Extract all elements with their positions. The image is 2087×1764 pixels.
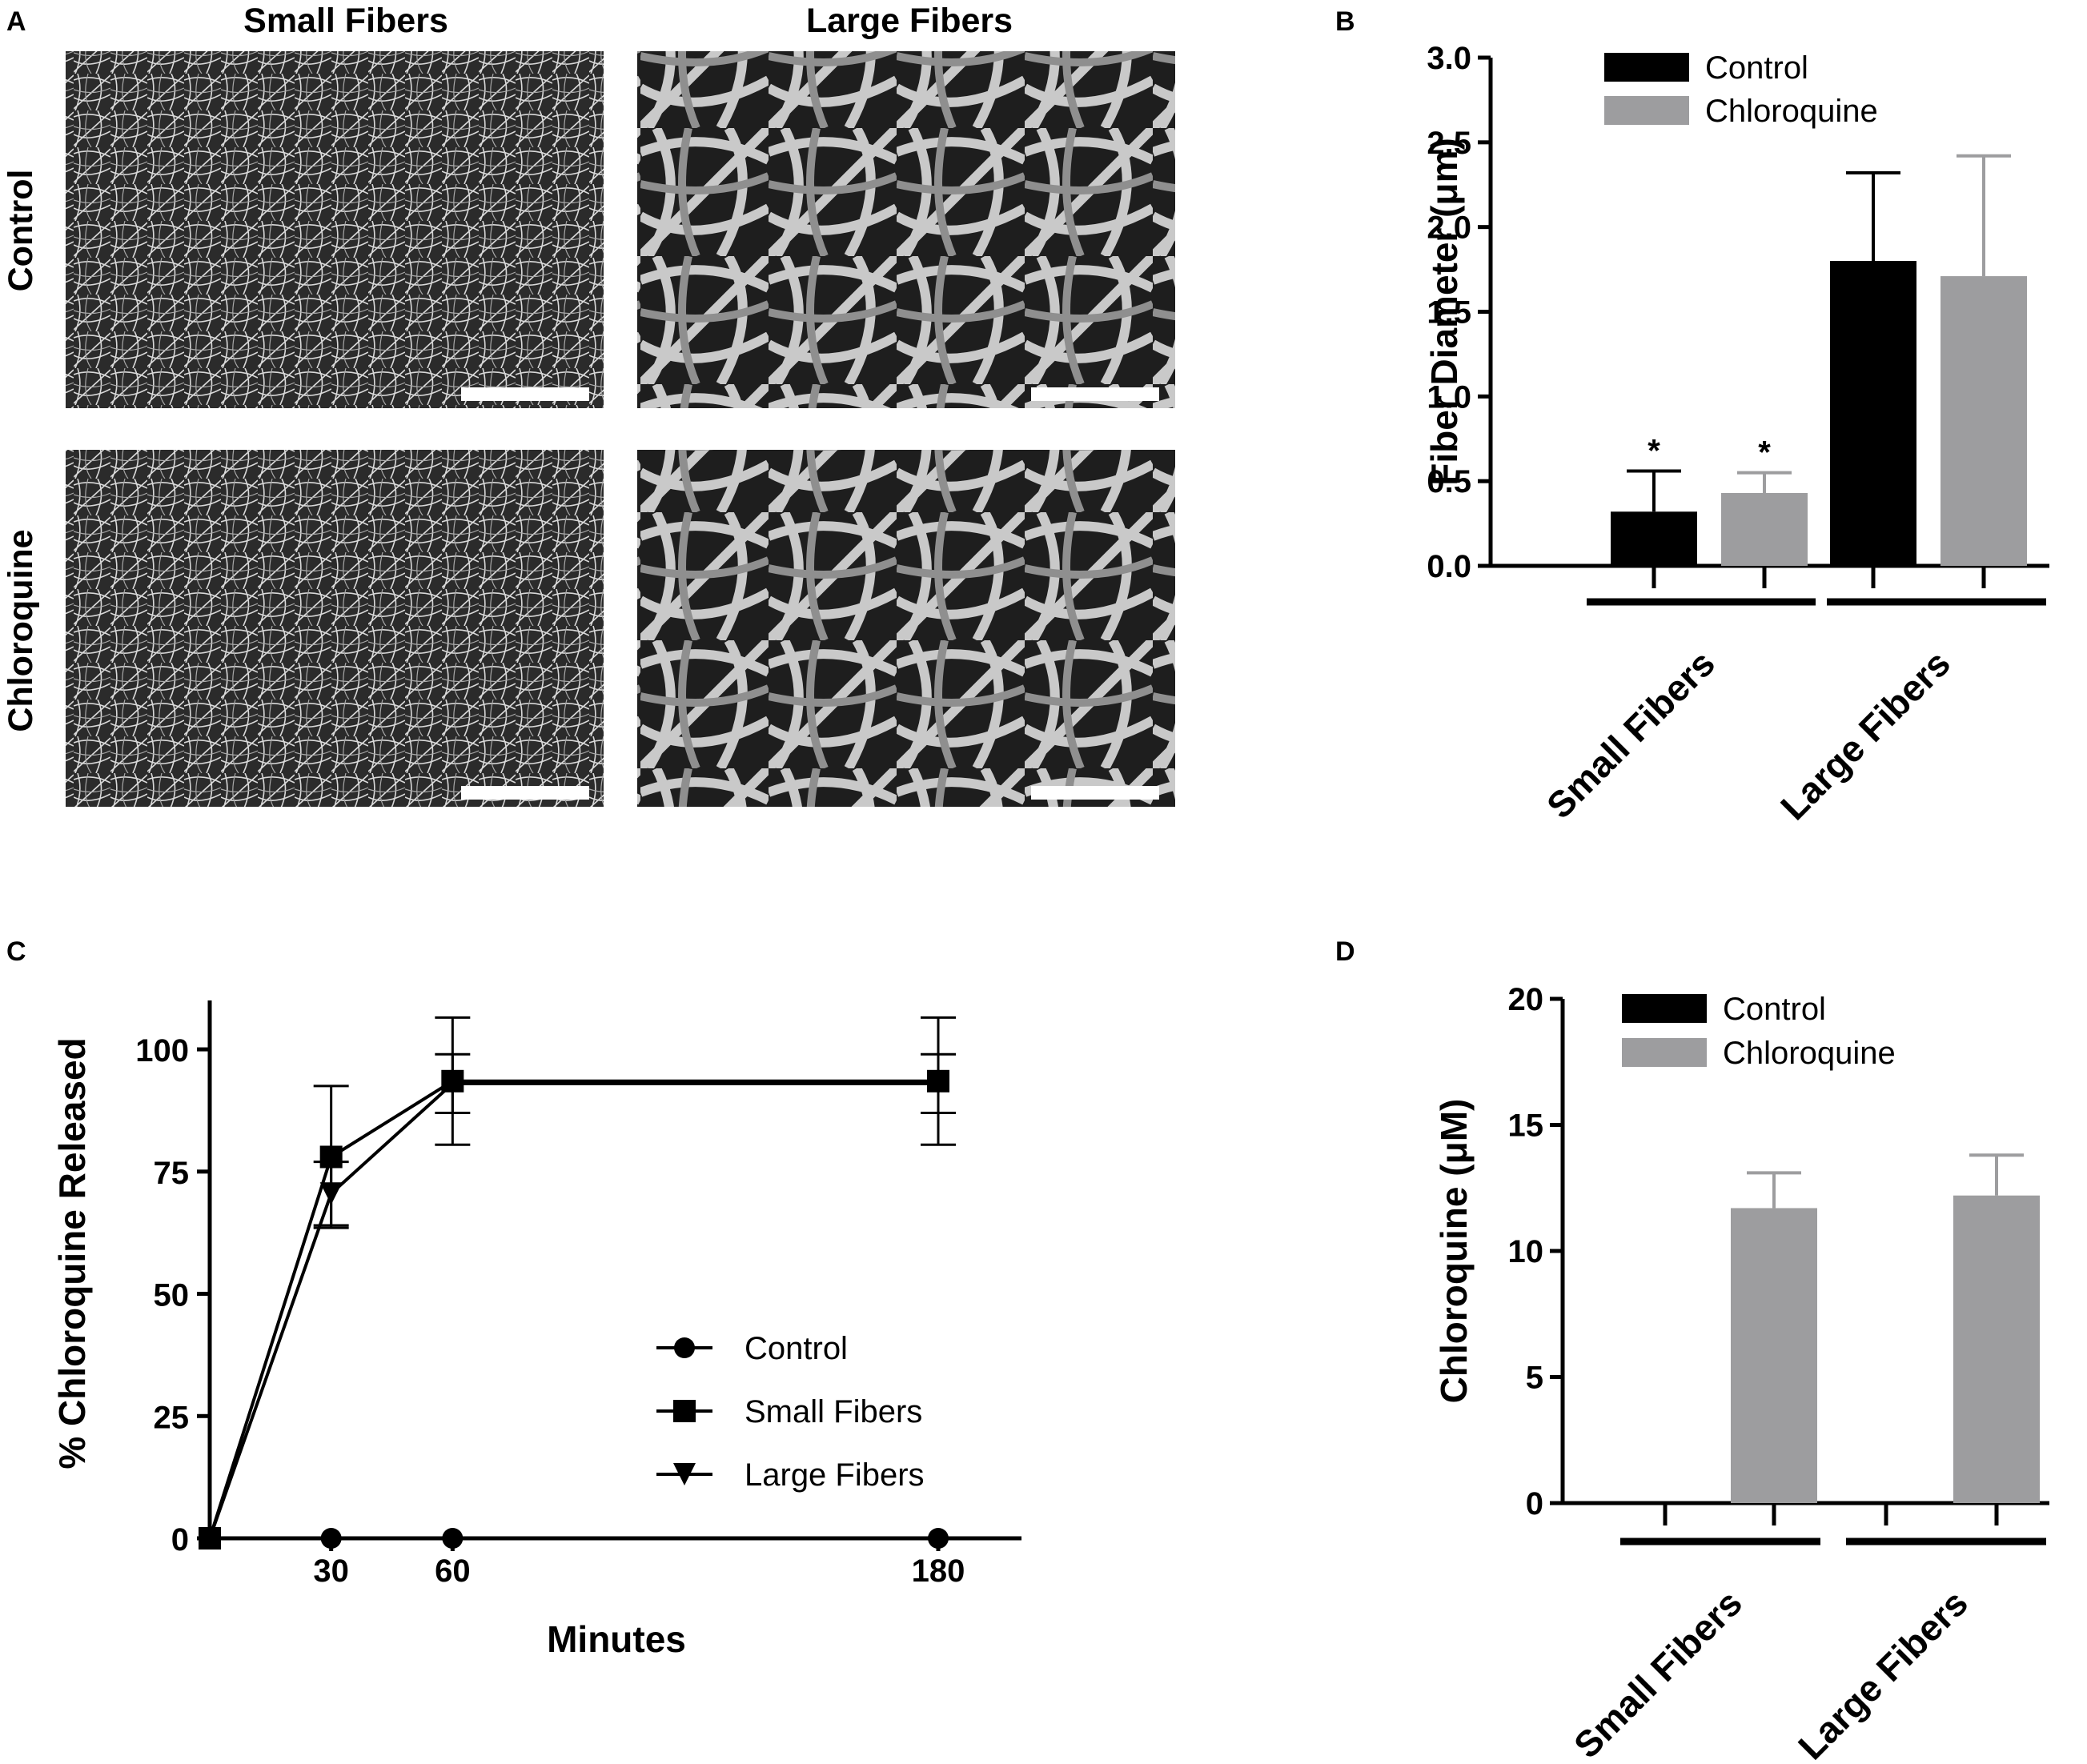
series-line-large-fibers: [208, 1081, 938, 1539]
sem-image-control-large: [637, 51, 1175, 408]
y-tick-label: 10: [1508, 1234, 1544, 1269]
row-label-control: Control: [2, 170, 40, 292]
bar-chart-chloroquine-conc: 0 5 10 15 20 Chloroquine (μM) Small Fibers Larg…: [1433, 982, 2049, 1764]
scale-bar: [461, 786, 589, 800]
x-tick-label: 60: [435, 1554, 471, 1589]
significance-marker: *: [1758, 435, 1771, 471]
sem-image-chloroquine-small: [66, 450, 604, 807]
scale-bar: [1031, 387, 1159, 401]
legend-marker: [673, 1400, 696, 1422]
x-tick-label: 180: [912, 1554, 965, 1589]
panel-b: B 0.0 0.5 1.0 1.5 2.0 2.5 3.0 Fiber Diameter (μ…: [1335, 6, 2049, 828]
panel-a: A Small Fibers Large Fibers Control Chlo…: [2, 2, 1175, 807]
legend-label: Control: [1705, 50, 1808, 86]
row-label-chloroquine: Chloroquine: [2, 529, 40, 732]
y-tick-label: 2.5: [1427, 126, 1471, 161]
legend-swatch: [1622, 994, 1707, 1023]
legend-label: Large Fibers: [744, 1457, 925, 1493]
panel-d-label: D: [1335, 936, 1355, 967]
legend-swatch: [1604, 53, 1689, 82]
panel-a-label: A: [6, 6, 26, 37]
bar-chloroquine-small-fibers: [1731, 1208, 1817, 1503]
y-tick-label: 2.0: [1427, 210, 1471, 246]
scale-bar: [1031, 786, 1159, 800]
sem-image-control-small: [66, 51, 604, 408]
panel-b-label: B: [1335, 6, 1355, 37]
bar-chloroquine-large-fibers: [1953, 1195, 2040, 1503]
y-tick-label: 1.0: [1427, 379, 1471, 415]
data-point-large-fibers: [441, 1072, 464, 1095]
y-tick-label: 50: [154, 1278, 190, 1313]
y-tick-label: 100: [135, 1033, 189, 1068]
col-header-small-fibers: Small Fibers: [243, 2, 448, 40]
y-tick-label: 0.0: [1427, 549, 1471, 584]
y-tick-label: 5: [1526, 1361, 1543, 1396]
legend-marker: [673, 1463, 696, 1485]
sem-image-chloroquine-large: [637, 450, 1175, 807]
data-point-control: [442, 1528, 464, 1549]
x-category-label: Small Fibers: [1539, 642, 1723, 826]
data-point-small-fibers: [319, 1145, 343, 1169]
panel-c: C 0 25 50 75 100 30 60 180 Minutes % Chloroquine …: [6, 936, 1021, 1660]
panel-c-label: C: [6, 936, 26, 967]
y-tick-label: 75: [154, 1156, 190, 1191]
legend-label: Small Fibers: [744, 1394, 922, 1429]
panel-d: D 0 5 10 15 20 Chloroquine (μM) Small Fibers La…: [1335, 936, 2049, 1764]
y-tick-label: 3.0: [1427, 41, 1471, 76]
col-header-large-fibers: Large Fibers: [806, 2, 1013, 40]
data-point-large-fibers: [319, 1182, 343, 1205]
legend-marker: [674, 1337, 695, 1358]
y-tick-label: 0: [171, 1522, 189, 1558]
x-tick-label: 30: [313, 1554, 349, 1589]
data-point-large-fibers: [927, 1072, 949, 1095]
y-axis-label: Fiber Diameter (μm): [1423, 138, 1465, 486]
legend-label: Chloroquine: [1705, 94, 1878, 129]
significance-marker: *: [1648, 433, 1660, 468]
series-line-small-fibers: [208, 1079, 938, 1539]
y-tick-label: 15: [1508, 1109, 1544, 1144]
x-category-label: Large Fibers: [1790, 1582, 1976, 1764]
bar-control-large-fibers: [1830, 261, 1916, 566]
y-axis-label: Chloroquine (μM): [1433, 1099, 1475, 1404]
legend-label: Chloroquine: [1723, 1036, 1896, 1071]
bar-chloroquine-large-fibers: [1941, 276, 2027, 566]
x-category-label: Small Fibers: [1566, 1582, 1750, 1764]
x-category-label: Large Fibers: [1772, 642, 1958, 828]
y-tick-label: 25: [154, 1400, 190, 1435]
bar-control-small-fibers: [1611, 511, 1697, 566]
bar-chloroquine-small-fibers: [1721, 492, 1808, 566]
legend-swatch: [1604, 96, 1689, 125]
scale-bar: [461, 387, 589, 401]
x-axis-label: Minutes: [547, 1618, 686, 1660]
line-chart-release: 0 25 50 75 100 30 60 180 Minutes % Chloroquine Re…: [51, 1000, 1021, 1660]
bar-chart-fiber-diameter: 0.0 0.5 1.0 1.5 2.0 2.5 3.0 Fiber Diameter (μm)…: [1423, 41, 2049, 828]
data-point-control: [320, 1528, 342, 1549]
legend-label: Control: [1723, 992, 1826, 1027]
y-tick-label: 0.5: [1427, 464, 1471, 499]
legend-swatch: [1622, 1038, 1707, 1067]
y-axis-label: % Chloroquine Released: [51, 1037, 93, 1469]
y-tick-label: 1.5: [1427, 295, 1471, 331]
data-point-large-fibers: [199, 1527, 221, 1550]
y-tick-label: 0: [1526, 1486, 1543, 1521]
y-tick-label: 20: [1508, 982, 1544, 1017]
legend-label: Control: [744, 1331, 848, 1366]
data-point-control: [928, 1528, 949, 1549]
